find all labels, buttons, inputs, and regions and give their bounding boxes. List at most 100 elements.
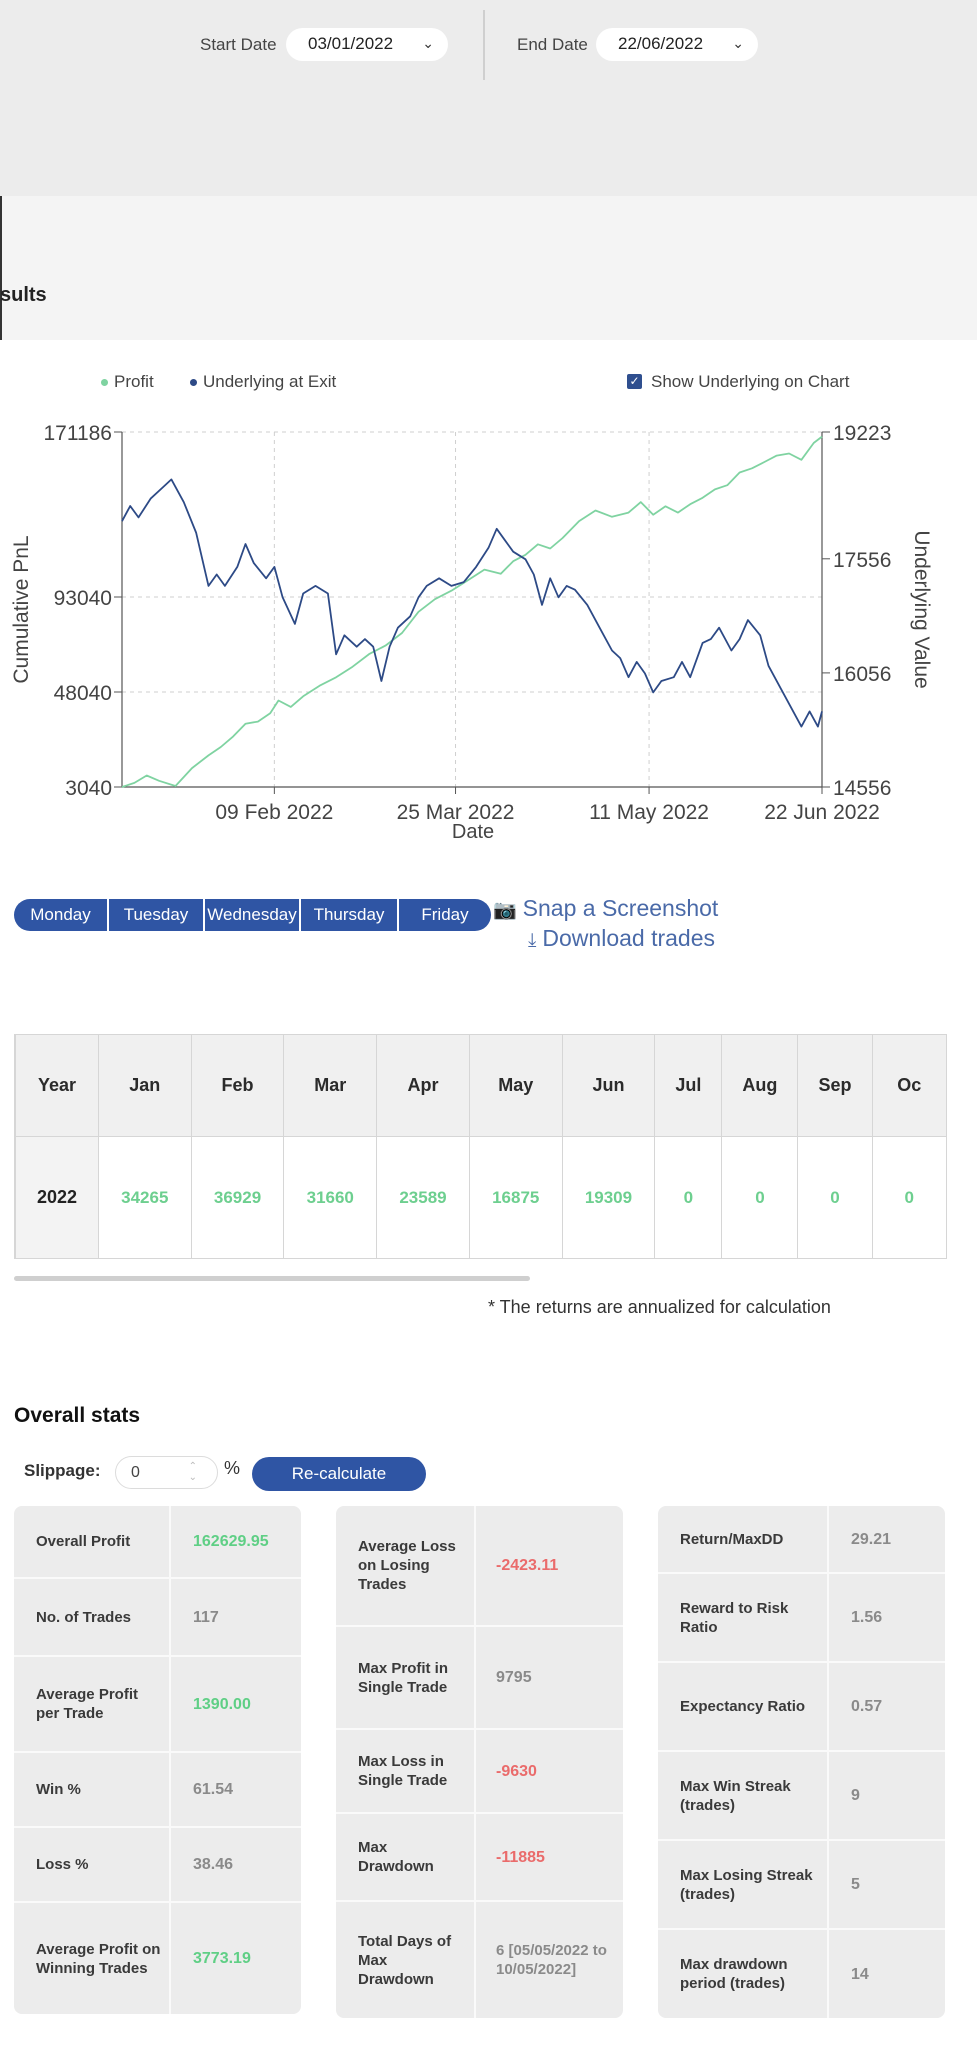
- stat-row: Max Drawdown -11885: [336, 1814, 623, 1902]
- slippage-input[interactable]: 0 ⌃ ⌄: [115, 1456, 218, 1489]
- header-jan: Jan: [97, 1034, 192, 1137]
- stat-label: Reward to Risk Ratio: [658, 1574, 829, 1661]
- show-underlying-checkbox[interactable]: ✓: [627, 374, 642, 389]
- header-jun: Jun: [561, 1034, 656, 1137]
- header-apr: Apr: [376, 1034, 470, 1137]
- header-oct: Oc: [871, 1034, 947, 1137]
- table-scrollbar[interactable]: [14, 1276, 530, 1281]
- stat-value: -11885: [496, 1848, 545, 1866]
- profit-series-line: [121, 435, 823, 788]
- stat-label: Average Profit per Trade: [14, 1657, 171, 1751]
- cell-mar: 31660: [283, 1136, 378, 1259]
- chevron-down-icon: ⌄: [732, 35, 744, 51]
- y-axis-title-left: Cumulative PnL: [10, 535, 33, 683]
- stats-card-1: Overall Profit 162629.95 No. of Trades 117…: [14, 1506, 301, 2014]
- y-tick-label-left: 48040: [54, 682, 112, 705]
- underlying-series-line: [121, 478, 823, 728]
- y-tick-label-left: 93040: [54, 587, 112, 610]
- chart-marks: [121, 435, 823, 788]
- x-tick-label: 09 Feb 2022: [215, 801, 333, 824]
- stat-value: 29.21: [851, 1530, 892, 1548]
- stat-row: Average Profit per Trade 1390.00: [14, 1657, 301, 1753]
- weekday-thursday-button[interactable]: Thursday: [301, 899, 397, 931]
- end-date-label: End Date: [517, 35, 588, 54]
- stat-row: Max Loss in Single Trade -9630: [336, 1730, 623, 1814]
- stat-value: 5: [851, 1876, 860, 1893]
- end-date-select[interactable]: 22/06/2022 ⌄: [596, 28, 758, 61]
- legend-underlying-label: Underlying at Exit: [203, 372, 337, 391]
- stats-card-3: Return/MaxDD 29.21 Reward to Risk Ratio 1.…: [658, 1506, 945, 2018]
- stat-row: Max Losing Streak (trades) 5: [658, 1841, 945, 1930]
- legend-profit[interactable]: Profit: [101, 372, 154, 392]
- stat-label: Average Loss on Losing Trades: [336, 1506, 476, 1625]
- download-icon: ⤓: [528, 930, 537, 951]
- cell-jun: 19309: [561, 1136, 656, 1259]
- stat-value: 0.57: [851, 1698, 883, 1715]
- snap-screenshot-label: Snap a Screenshot: [522, 895, 719, 921]
- cell-jan: 34265: [97, 1136, 192, 1259]
- stat-label: Max Win Streak (trades): [658, 1752, 829, 1839]
- stat-label: Total Days of Max Drawdown: [336, 1902, 476, 2018]
- start-date-select[interactable]: 03/01/2022 ⌄: [286, 28, 448, 61]
- x-axis-title: Date: [452, 821, 494, 840]
- cell-aug: 0: [721, 1136, 799, 1259]
- stat-row: Overall Profit 162629.95: [14, 1506, 301, 1579]
- legend-underlying[interactable]: Underlying at Exit: [190, 372, 336, 392]
- snap-screenshot-link[interactable]: 📷 Snap a Screenshot: [493, 895, 718, 922]
- y-tick-label-right: 14556: [833, 777, 891, 800]
- chart-axes: [114, 431, 830, 794]
- stat-value: 3773.19: [193, 1950, 251, 1967]
- weekday-wednesday-button[interactable]: Wednesday: [205, 899, 299, 931]
- stat-value: 9: [851, 1787, 860, 1804]
- results-title: sults: [0, 284, 47, 306]
- profit-dot-icon: [101, 379, 108, 387]
- stat-value: 14: [851, 1965, 869, 1983]
- stat-value: 61.54: [193, 1781, 234, 1798]
- stat-row: Max Win Streak (trades) 9: [658, 1752, 945, 1841]
- cell-feb: 36929: [190, 1136, 285, 1259]
- cell-apr: 23589: [376, 1136, 470, 1259]
- stat-value: 1390.00: [193, 1695, 251, 1713]
- stat-row: Max drawdown period (trades) 14: [658, 1930, 945, 2018]
- stat-label: Overall Profit: [14, 1506, 171, 1577]
- download-trades-label: Download trades: [542, 925, 716, 951]
- spinner-icon[interactable]: ⌃ ⌄: [188, 1461, 197, 1483]
- stat-value: -9630: [496, 1762, 537, 1780]
- stat-value: 1.56: [851, 1609, 883, 1626]
- stat-row: Win % 61.54: [14, 1753, 301, 1828]
- cell-jul: 0: [654, 1136, 723, 1259]
- cell-sep: 0: [797, 1136, 873, 1259]
- stat-row: Expectancy Ratio 0.57: [658, 1663, 945, 1752]
- stat-row: Total Days of Max Drawdown 6 [05/05/2022 …: [336, 1902, 623, 2018]
- stat-row: Average Loss on Losing Trades -2423.11: [336, 1506, 623, 1627]
- stat-label: Max Drawdown: [336, 1814, 476, 1900]
- stat-row: Return/MaxDD 29.21: [658, 1506, 945, 1574]
- stat-row: Reward to Risk Ratio 1.56: [658, 1574, 945, 1663]
- header-mar: Mar: [283, 1034, 378, 1137]
- stat-value: 117: [193, 1608, 219, 1626]
- weekday-monday-button[interactable]: Monday: [14, 899, 107, 931]
- stat-label: Max Profit in Single Trade: [336, 1627, 476, 1728]
- header-jul: Jul: [654, 1034, 723, 1137]
- slippage-unit: %: [224, 1458, 241, 1478]
- chart-grid: [122, 431, 823, 788]
- download-trades-link[interactable]: ⤓ Download trades: [528, 925, 715, 952]
- date-filter-bar: Start Date 03/01/2022 ⌄ End Date 22/06/2…: [0, 0, 977, 196]
- monthly-returns-table: Year Jan Feb Mar Apr May Jun Jul Aug Sep…: [14, 1034, 947, 1259]
- stat-label: Expectancy Ratio: [658, 1663, 829, 1750]
- weekday-friday-button[interactable]: Friday: [399, 899, 491, 931]
- slippage-label: Slippage:: [24, 1461, 101, 1480]
- y-axis-title-right: Underlying Value: [910, 530, 933, 688]
- show-underlying-label: Show Underlying on Chart: [651, 372, 850, 391]
- stat-label: No. of Trades: [14, 1579, 171, 1655]
- header-sep: Sep: [797, 1034, 873, 1137]
- y-tick-label-right: 19223: [833, 422, 891, 445]
- stat-value: -2423.11: [496, 1557, 559, 1574]
- recalculate-button[interactable]: Re-calculate: [252, 1457, 426, 1491]
- x-tick-label: 11 May 2022: [589, 801, 709, 824]
- cell-year: 2022: [15, 1136, 99, 1259]
- header-feb: Feb: [190, 1034, 285, 1137]
- underlying-dot-icon: [190, 379, 197, 387]
- weekday-tuesday-button[interactable]: Tuesday: [109, 899, 203, 931]
- start-date-value: 03/01/2022: [308, 34, 394, 53]
